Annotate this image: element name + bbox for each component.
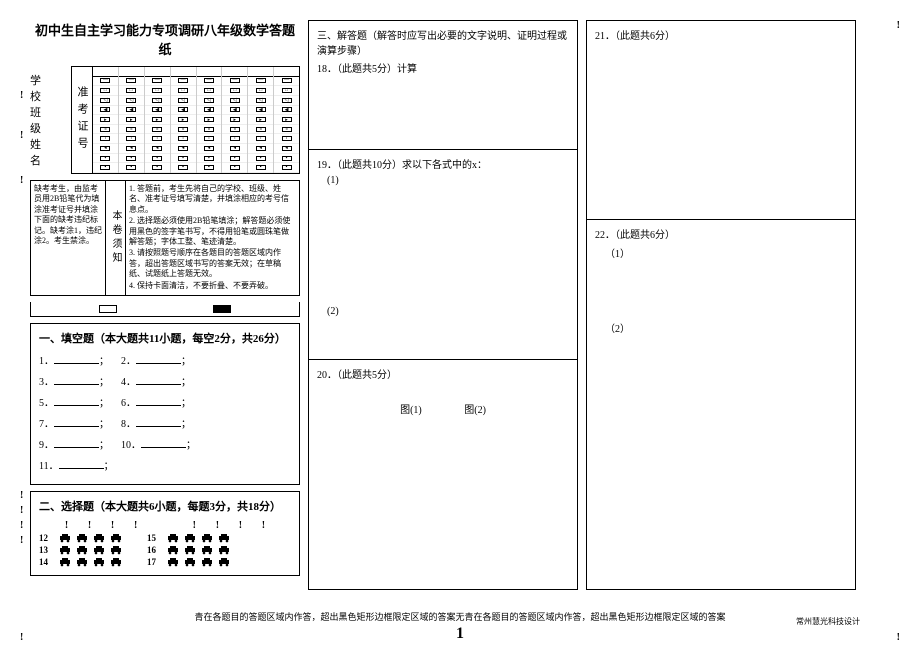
mc-option[interactable] xyxy=(109,545,123,555)
q19-header: 19．（此题共10分）求以下各式中的x： xyxy=(317,156,569,171)
mc-option[interactable] xyxy=(217,557,231,567)
mark-sample-row xyxy=(30,302,300,317)
mc-option[interactable] xyxy=(75,557,89,567)
mc-option[interactable] xyxy=(92,533,106,543)
design-credit: 常州慧光科技设计 xyxy=(796,616,860,627)
notice-label: 本卷须知 xyxy=(106,181,126,295)
q19-sub2: (2) xyxy=(327,306,569,317)
edge-mark: ! xyxy=(20,505,23,516)
question-21-box: 21．（此题共6分） xyxy=(586,20,856,220)
fill-blank-section: 一、填空题（本大题共11小题，每空2分，共26分） 1．；2．；3．；4．；5．… xyxy=(30,323,300,485)
mc-option[interactable] xyxy=(200,557,214,567)
mc-option[interactable] xyxy=(200,533,214,543)
q22-header: 22．（此题共6分） xyxy=(595,226,847,241)
mc-option[interactable] xyxy=(92,545,106,555)
edge-mark: ! xyxy=(20,175,23,186)
footer: 青在各题目的答题区域内作答，超出黑色矩形边框限定区域的答案无青在各题目的答题区域… xyxy=(0,610,920,643)
mc-option[interactable] xyxy=(166,545,180,555)
exam-id-label: 准考证号 xyxy=(72,67,93,173)
column-1: 初中生自主学习能力专项调研八年级数学答题纸 学 校 班 级 姓 名 准考证号 —… xyxy=(30,20,300,590)
edge-mark: ! xyxy=(20,490,23,501)
absent-note: 缺考考生，由监考员用2B铅笔代为填涂准考证号并填涂下面的缺考违纪标记。缺考涂1，… xyxy=(31,181,106,295)
mc-option[interactable] xyxy=(92,557,106,567)
q19-sub1: (1) xyxy=(327,175,569,186)
mc-option[interactable] xyxy=(58,557,72,567)
mc-option[interactable] xyxy=(166,557,180,567)
mc-option[interactable] xyxy=(217,533,231,543)
multiple-choice-section: 二、选择题（本大题共6小题，每题3分，共18分） !!!! !!!! 12151… xyxy=(30,491,300,576)
mc-option[interactable] xyxy=(183,533,197,543)
mc-option[interactable] xyxy=(217,545,231,555)
mc-option[interactable] xyxy=(200,545,214,555)
rules-list: 1. 答题前，考生先将自己的学校、班级、姓名、准考证号填写清楚，并填涂相应的考号… xyxy=(126,181,299,295)
page-number: 1 xyxy=(0,625,920,643)
mc-option[interactable] xyxy=(75,533,89,543)
student-info-block: 学 校 班 级 姓 名 准考证号 —□◁◀▸«‹◂⬩▪—□◁◀▸«‹◂⬩▪—□◁… xyxy=(30,66,300,174)
answer-sheet-page: 初中生自主学习能力专项调研八年级数学答题纸 学 校 班 级 姓 名 准考证号 —… xyxy=(0,0,920,600)
question-22-box: 22．（此题共6分） （1） （2） xyxy=(586,220,856,590)
sample-filled xyxy=(213,305,231,313)
mc-option[interactable] xyxy=(183,545,197,555)
column-3: 21．（此题共6分） 22．（此题共6分） （1） （2） xyxy=(586,20,856,590)
edge-mark: ! xyxy=(20,130,23,141)
q18-header: 18．（此题共5分）计算 xyxy=(317,60,569,75)
label-name: 姓 名 xyxy=(30,136,65,168)
q22-sub2: （2） xyxy=(605,320,847,335)
mc-option[interactable] xyxy=(183,557,197,567)
edge-mark: ! xyxy=(20,90,23,101)
column-2: 三、解答题（解答时应写出必要的文字说明、证明过程或演算步骤） 18．（此题共5分… xyxy=(308,20,578,590)
mc-option[interactable] xyxy=(109,533,123,543)
mc-option[interactable] xyxy=(58,545,72,555)
section1-title: 一、填空题（本大题共11小题，每空2分，共26分） xyxy=(39,330,291,346)
mc-option[interactable] xyxy=(75,545,89,555)
student-labels: 学 校 班 级 姓 名 xyxy=(30,66,65,174)
question-18-box: 三、解答题（解答时应写出必要的文字说明、证明过程或演算步骤） 18．（此题共5分… xyxy=(308,20,578,150)
figure-labels: 图(1) 图(2) xyxy=(317,401,569,416)
footer-text: 青在各题目的答题区域内作答，超出黑色矩形边框限定区域的答案无青在各题目的答题区域… xyxy=(0,610,920,623)
mc-option[interactable] xyxy=(166,533,180,543)
mc-option[interactable] xyxy=(58,533,72,543)
mc-header-dashes: !!!! !!!! xyxy=(39,520,291,531)
q22-sub1: （1） xyxy=(605,245,847,260)
section2-title: 二、选择题（本大题共6小题，每题3分，共18分） xyxy=(39,498,291,514)
q21-header: 21．（此题共6分） xyxy=(595,27,847,42)
corner-mark: ! xyxy=(897,20,900,31)
exam-id-bubble-grid[interactable]: 准考证号 —□◁◀▸«‹◂⬩▪—□◁◀▸«‹◂⬩▪—□◁◀▸«‹◂⬩▪—□◁◀▸… xyxy=(71,66,300,174)
edge-mark: ! xyxy=(20,520,23,531)
edge-mark: ! xyxy=(20,535,23,546)
instructions-box: 缺考考生，由监考员用2B铅笔代为填涂准考证号并填涂下面的缺考违纪标记。缺考涂1，… xyxy=(30,180,300,296)
sample-empty xyxy=(99,305,117,313)
section3-title: 三、解答题（解答时应写出必要的文字说明、证明过程或演算步骤） xyxy=(317,27,569,57)
sheet-title: 初中生自主学习能力专项调研八年级数学答题纸 xyxy=(30,20,300,58)
fig2-label: 图(2) xyxy=(464,405,486,416)
question-19-box: 19．（此题共10分）求以下各式中的x： (1) (2) xyxy=(308,150,578,360)
label-school: 学 校 xyxy=(30,72,65,104)
label-class: 班 级 xyxy=(30,104,65,136)
question-20-box: 20．（此题共5分） 图(1) 图(2) xyxy=(308,360,578,590)
mc-option[interactable] xyxy=(109,557,123,567)
fig1-label: 图(1) xyxy=(400,405,422,416)
q20-header: 20．（此题共5分） xyxy=(317,366,569,381)
